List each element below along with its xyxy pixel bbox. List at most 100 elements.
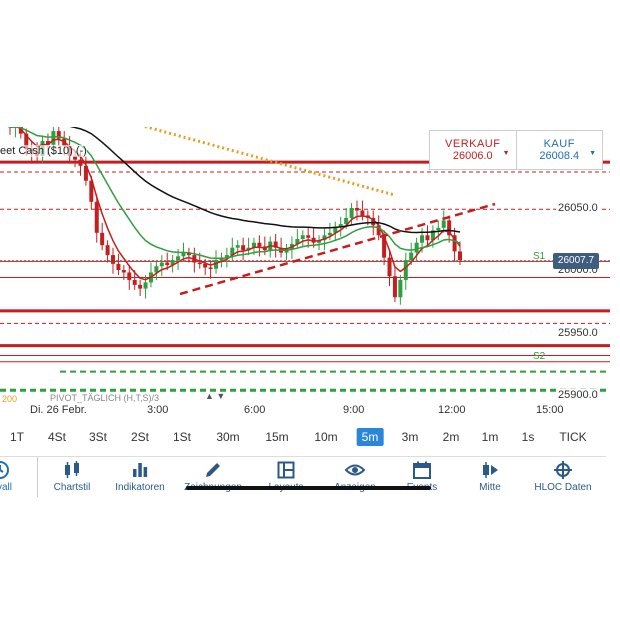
toolbar-indicators[interactable]: Indikatoren [105,459,175,493]
interval-selector: 1T 4St 3St 2St 1St 30m 15m 10m 5m 3m 2m … [0,426,610,448]
crosshair-icon [554,461,572,479]
candle-body [51,131,56,145]
eye-icon [344,464,366,476]
toolbar-label: HLOC Daten [534,482,592,493]
candle-body [83,165,88,181]
interval-3St[interactable]: 3St [88,430,108,444]
candle-body [181,252,186,257]
candle-body [376,225,381,236]
candle-body [317,240,322,243]
candle-body [214,260,219,269]
toolbar-label: ervall [0,482,12,493]
toolbar-center[interactable]: Mitte [455,459,525,493]
candle-body [89,180,94,202]
candle-body [300,235,305,239]
time-tick-label: Di. 26 Febr. [30,404,87,416]
price-chart[interactable] [0,127,610,420]
center-icon [483,462,498,478]
candle-body [127,272,132,280]
candle-body [306,235,311,238]
clock-icon [0,461,9,479]
sell-button[interactable]: VERKAUF 26006.0 ▼ [430,131,516,169]
time-tick-label: 12:00 [438,404,466,416]
candle-body [78,159,83,166]
ma-fast-line [9,127,461,281]
candle-body [246,247,251,251]
toolbar-label: Chartstil [53,482,91,493]
toolbar-hloc-data[interactable]: HLOC Daten [528,459,598,493]
candle-body [387,257,392,277]
interval-1m[interactable]: 1m [481,430,499,444]
toolbar-chart-style[interactable]: Chartstil [37,459,107,493]
time-tick-label: 15:00 [536,404,564,416]
sell-label: VERKAUF [445,138,501,150]
interval-10m[interactable]: 10m [314,430,338,444]
bottom-toolbar: ervall Chartstil Indikatoren Zeichnungen… [0,456,606,497]
candle-body [360,210,365,216]
candle-body [165,262,170,266]
buy-dropdown-icon[interactable]: ▼ [589,150,596,157]
candle-body [425,235,430,241]
interval-2m[interactable]: 2m [442,430,460,444]
price-tick-label: 26050.0 [556,202,600,214]
candle-body [354,208,359,211]
interval-5m[interactable]: 5m [356,428,384,446]
candle-body [45,141,50,145]
candle-body [116,263,121,270]
candle-body [230,247,235,256]
candle-body [333,226,338,233]
candle-body [73,155,78,160]
toolbar-interval[interactable]: ervall [0,459,35,493]
candle-body [56,131,61,139]
time-tick-label: 3:00 [147,404,169,416]
horizontal-scrollbar[interactable] [186,486,431,490]
pivot-indicator-label[interactable]: PIVOT_TÄGLICH (H,T,S)/3 [50,393,160,403]
candle-body [138,284,143,289]
interval-2St[interactable]: 2St [130,430,150,444]
interval-4St[interactable]: 4St [47,430,67,444]
pivot-s1-label: S1 [533,251,546,262]
indicator-arrows-icon[interactable]: ▲ ▼ [205,391,226,401]
candle-body [143,282,148,289]
candle-body [436,227,441,231]
interval-1T[interactable]: 1T [9,430,25,444]
interval-30m[interactable]: 30m [216,430,240,444]
candle-body [197,262,202,265]
candle-body [203,263,208,268]
layout-icon [277,461,295,479]
interval-1s[interactable]: 1s [521,430,535,444]
candle-body [100,232,105,246]
candle-body [111,255,116,264]
interval-15m[interactable]: 15m [265,430,289,444]
interval-1St[interactable]: 1St [172,430,192,444]
candle-body [327,232,332,236]
candle-body [224,255,229,258]
interval-tick[interactable]: TICK [559,430,587,444]
price-tick-label: 25950.0 [556,327,600,339]
candle-body [295,239,300,244]
candle-body [452,235,457,252]
instrument-title: eet Cash ($10) (-) [0,145,87,157]
candle-body [186,252,191,256]
candle-body [94,201,99,233]
toolbar-label: Indikatoren [115,482,165,493]
ma-period-label: 200 [2,394,18,404]
candle-body [170,260,175,266]
sell-price: 26006.0 [452,150,493,162]
buy-price: 26008.4 [539,150,580,162]
sell-dropdown-icon[interactable]: ▼ [502,150,510,157]
candle-body [241,245,246,251]
candle-body [430,230,435,241]
candle-body [349,208,354,218]
candle-body [18,127,23,134]
price-tick-label: 25900.0 [556,389,600,401]
candle-body [403,260,408,280]
buy-button[interactable]: KAUF 26008.4 ▼ [515,131,603,169]
candle-body [208,267,213,270]
calendar-icon [413,461,431,479]
pivot-s2-label: S2 [533,351,546,362]
trendline [179,202,496,296]
candle-body [409,252,414,261]
quote-panel: VERKAUF 26006.0 ▼ KAUF 26008.4 ▼ [429,130,603,170]
interval-3m[interactable]: 3m [401,430,419,444]
